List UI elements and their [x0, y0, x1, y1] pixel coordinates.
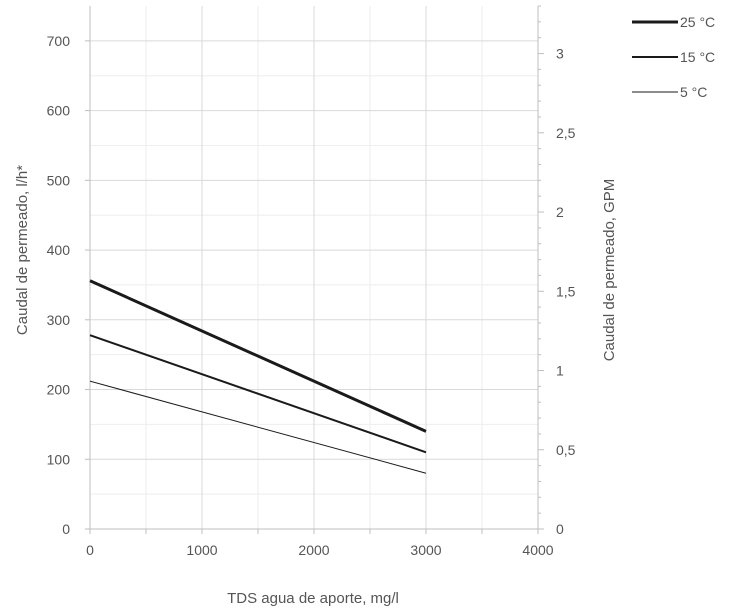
- y2-tick-label: 2: [556, 204, 564, 220]
- y2-axis-title: Caudal de permeado, GPM: [601, 179, 618, 362]
- y-tick-label: 200: [47, 382, 71, 398]
- y2-tick-label: 3: [556, 46, 564, 62]
- x-tick-labels: 0 1000 2000 3000 4000: [86, 542, 554, 558]
- y2-tick-label: 0,5: [556, 442, 576, 458]
- legend: 25 °C 15 °C 5 °C: [632, 14, 715, 100]
- y2-tick-label: 1,5: [556, 283, 576, 299]
- y2-tick-label: 0: [556, 521, 564, 537]
- y-tick-labels: 0 100 200 300 400 500 600 700: [47, 33, 71, 537]
- y-tick-label: 400: [47, 242, 71, 258]
- x-axis-title: TDS agua de aporte, mg/l: [227, 590, 399, 607]
- grid: [90, 6, 539, 529]
- legend-label: 5 °C: [680, 84, 707, 100]
- y-tick-label: 500: [47, 172, 71, 188]
- series-line-2: [89, 334, 427, 454]
- x-tick-label: 4000: [522, 542, 553, 558]
- legend-label: 15 °C: [680, 49, 715, 65]
- y-tick-label: 100: [47, 451, 71, 467]
- axes: [85, 5, 544, 534]
- y-tick-label: 600: [47, 103, 71, 119]
- legend-label: 25 °C: [680, 14, 715, 30]
- y2-tick-label: 2,5: [556, 125, 576, 141]
- series-line-3: [89, 380, 427, 474]
- y2-tick-label: 1: [556, 363, 564, 379]
- y-tick-label: 700: [47, 33, 71, 49]
- x-tick-label: 2000: [298, 542, 329, 558]
- y-axis-title: Caudal de permeado, l/h*: [14, 165, 31, 335]
- x-tick-label: 1000: [186, 542, 217, 558]
- y-tick-label: 300: [47, 312, 71, 328]
- y2-tick-labels: 0 0,5 1 1,5 2 2,5 3: [556, 46, 576, 537]
- series-line-1: [89, 279, 427, 433]
- y-tick-label: 0: [62, 521, 70, 537]
- x-tick-label: 3000: [410, 542, 441, 558]
- x-tick-label: 0: [86, 542, 94, 558]
- series-lines: [89, 279, 427, 474]
